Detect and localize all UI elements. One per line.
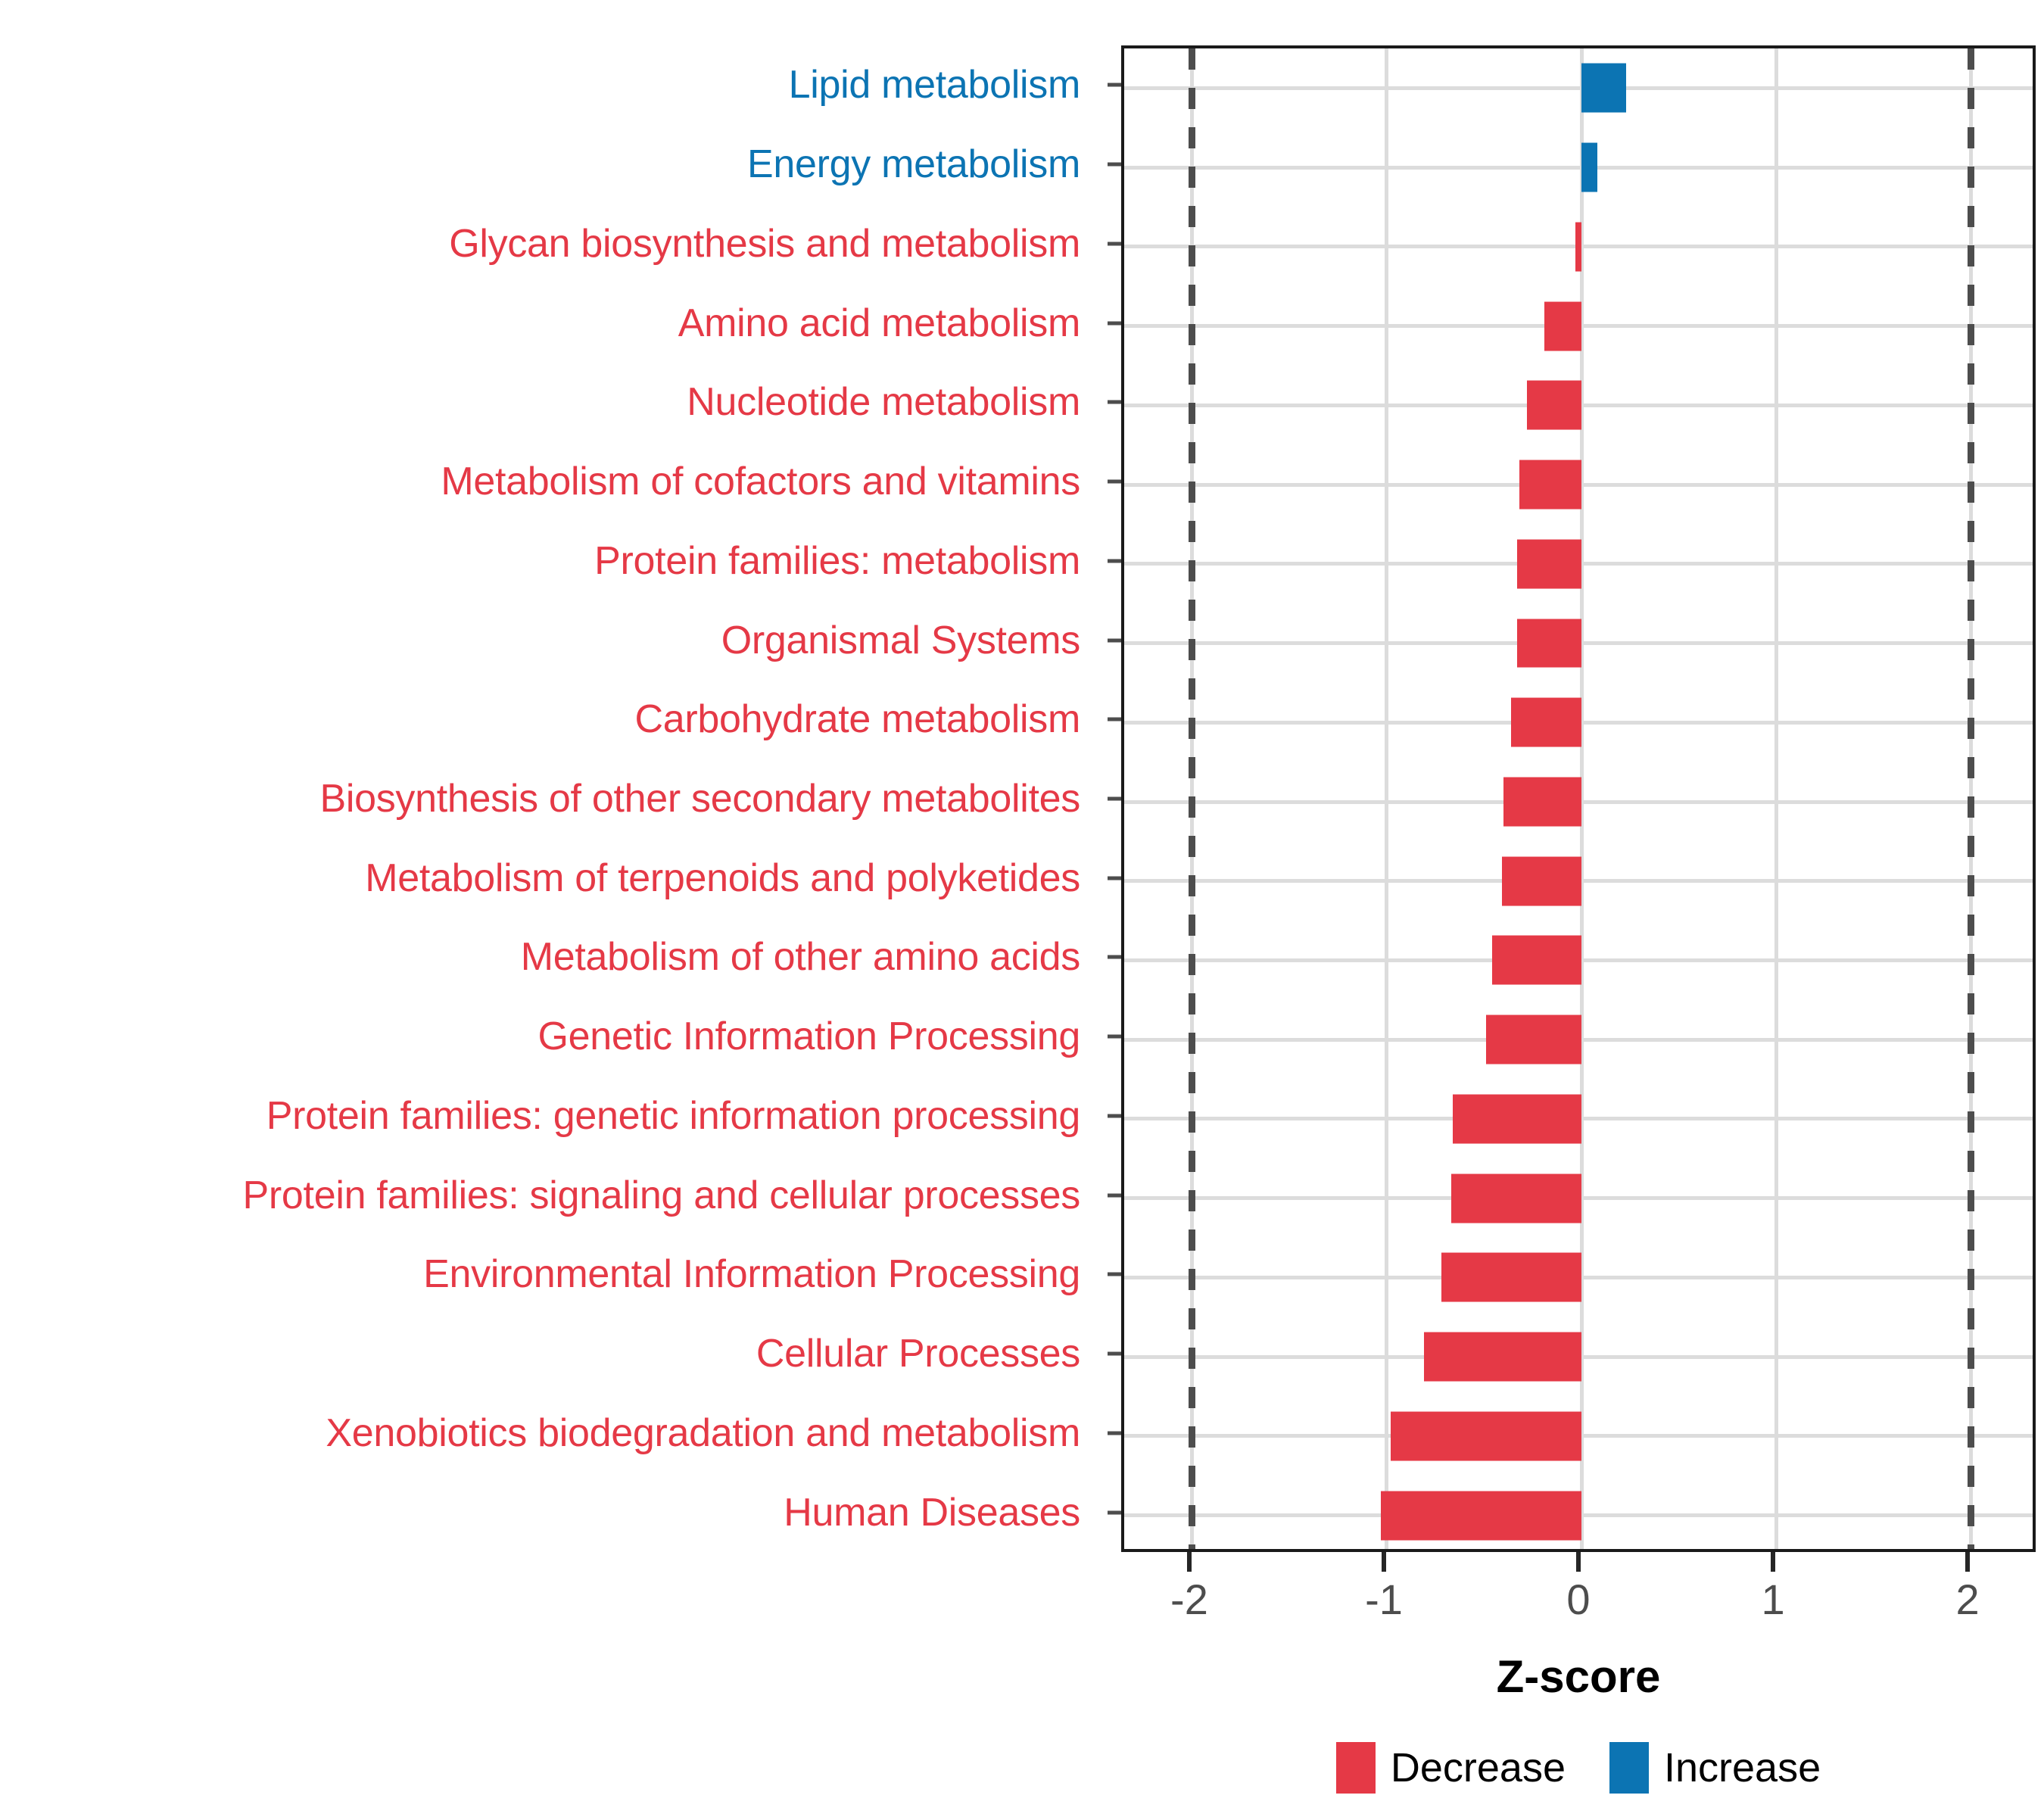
- y-axis-label: Organismal Systems: [721, 618, 1081, 662]
- bar: [1391, 1411, 1581, 1461]
- bar: [1544, 301, 1581, 351]
- y-axis-tick: [1108, 559, 1121, 563]
- y-axis-category-labels: Lipid metabolism Energy metabolism Glycan …: [242, 63, 1121, 1535]
- y-axis-label: Nucleotide metabolism: [687, 380, 1080, 425]
- x-axis-title: Z-score: [1496, 1651, 1661, 1702]
- y-axis-tick: [1108, 1510, 1121, 1515]
- legend-item[interactable]: Increase: [1609, 1742, 1821, 1794]
- bar: [1581, 63, 1627, 113]
- bar: [1517, 539, 1581, 589]
- y-axis-tick: [1108, 1431, 1121, 1435]
- y-axis-label: Protein families: signaling and cellular…: [242, 1173, 1081, 1217]
- y-axis-tick: [1108, 717, 1121, 722]
- y-axis-tick: [1108, 955, 1121, 959]
- vertical-gridline: [1579, 48, 1584, 1549]
- legend-swatch-icon: [1335, 1742, 1376, 1794]
- y-axis-label: Genetic Information Processing: [537, 1014, 1081, 1059]
- bar: [1491, 936, 1581, 985]
- x-axis-tick: [1771, 1552, 1776, 1572]
- x-axis-tick-label: -1: [1365, 1575, 1403, 1623]
- y-axis-label: Environmental Information Processing: [423, 1252, 1080, 1297]
- bar: [1381, 1491, 1581, 1541]
- y-axis-tick: [1108, 876, 1121, 880]
- bar: [1501, 856, 1581, 906]
- x-axis-tick: [1576, 1552, 1581, 1572]
- vertical-gridline: [1774, 48, 1778, 1549]
- y-axis-label: Glycan biosynthesis and metabolism: [449, 221, 1080, 266]
- y-axis-label: Xenobiotics biodegradation and metabolis…: [326, 1410, 1080, 1455]
- x-axis-tick-label: 0: [1566, 1575, 1591, 1623]
- bar: [1441, 1252, 1581, 1302]
- y-axis-label: Carbohydrate metabolism: [634, 697, 1081, 742]
- bar: [1517, 619, 1581, 668]
- legend-label: Decrease: [1390, 1745, 1566, 1791]
- bar: [1527, 380, 1581, 430]
- y-axis-tick: [1108, 1193, 1121, 1198]
- legend-swatch-icon: [1609, 1742, 1649, 1794]
- bar: [1519, 460, 1581, 510]
- bar: [1575, 222, 1581, 272]
- y-axis-tick: [1108, 83, 1121, 87]
- y-axis-label: Lipid metabolism: [788, 63, 1081, 108]
- y-axis-label: Metabolism of other amino acids: [520, 935, 1081, 980]
- bar: [1453, 1094, 1581, 1144]
- y-axis-tick: [1108, 400, 1121, 404]
- x-axis-tick: [1186, 1552, 1192, 1572]
- plot-panel: [1121, 45, 2036, 1552]
- y-axis-tick: [1108, 1114, 1121, 1118]
- y-axis-label: Human Diseases: [784, 1490, 1080, 1535]
- x-axis-tick-label: 1: [1761, 1575, 1785, 1623]
- y-axis-tick: [1108, 162, 1121, 167]
- y-axis-label: Cellular Processes: [756, 1332, 1080, 1376]
- legend-item[interactable]: Decrease: [1335, 1742, 1566, 1794]
- y-axis-label: Protein families: metabolism: [594, 538, 1080, 583]
- bar: [1511, 697, 1581, 747]
- chart-legend: Decrease Increase: [1121, 1734, 2036, 1802]
- y-axis-label: Energy metabolism: [747, 142, 1080, 187]
- horizontal-gridline: [1124, 86, 2033, 90]
- reference-line: [1189, 48, 1196, 1549]
- y-axis-tick: [1108, 1272, 1121, 1276]
- reference-line: [1967, 48, 1974, 1549]
- y-axis-tick: [1108, 242, 1121, 246]
- bar: [1503, 777, 1581, 827]
- bar: [1450, 1173, 1581, 1223]
- y-axis-tick: [1108, 796, 1121, 801]
- y-axis-tick: [1108, 479, 1121, 484]
- x-axis: -2 -1 0 1 2: [1121, 1552, 2036, 1650]
- x-axis-tick: [1381, 1552, 1386, 1572]
- vertical-gridline: [1385, 48, 1389, 1549]
- y-axis-label: Biosynthesis of other secondary metaboli…: [319, 777, 1080, 821]
- y-axis-tick: [1108, 638, 1121, 643]
- x-axis-tick-label: 2: [1955, 1575, 1980, 1623]
- bar: [1581, 142, 1597, 192]
- y-axis-tick: [1108, 1034, 1121, 1039]
- y-axis-label: Metabolism of cofactors and vitamins: [441, 460, 1080, 504]
- x-axis-tick-label: -2: [1170, 1575, 1208, 1623]
- bar: [1486, 1014, 1581, 1064]
- y-axis-tick: [1108, 321, 1121, 326]
- y-axis-label: Protein families: genetic information pr…: [266, 1093, 1081, 1138]
- horizontal-gridline: [1124, 165, 2033, 170]
- y-axis-label: Amino acid metabolism: [678, 301, 1081, 345]
- legend-label: Increase: [1663, 1745, 1821, 1791]
- y-axis-tick: [1108, 1351, 1121, 1356]
- bar: [1423, 1332, 1581, 1382]
- x-axis-tick: [1965, 1552, 1971, 1572]
- y-axis-label: Metabolism of terpenoids and polyketides: [365, 856, 1080, 900]
